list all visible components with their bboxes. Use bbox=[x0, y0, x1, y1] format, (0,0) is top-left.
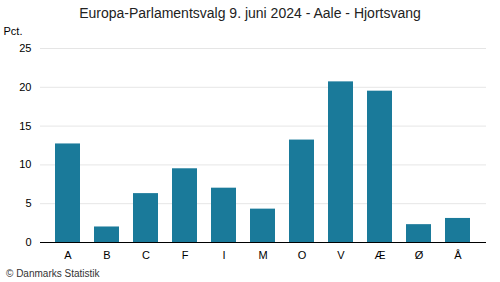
svg-text:15: 15 bbox=[19, 120, 31, 132]
svg-text:5: 5 bbox=[25, 197, 31, 209]
svg-text:F: F bbox=[182, 249, 189, 261]
svg-text:C: C bbox=[142, 249, 150, 261]
html-text:© Danmarks Statistik: © Danmarks Statistik bbox=[6, 268, 100, 279]
svg-text:M: M bbox=[258, 249, 267, 261]
svg-text:Å: Å bbox=[454, 249, 462, 261]
svg-text:Pct.: Pct. bbox=[4, 25, 23, 37]
svg-text:Ø: Ø bbox=[415, 249, 424, 261]
svg-text:B: B bbox=[103, 249, 110, 261]
svg-text:O: O bbox=[298, 249, 307, 261]
svg-text:25: 25 bbox=[19, 42, 31, 54]
svg-text:20: 20 bbox=[19, 81, 31, 93]
svg-text:V: V bbox=[337, 249, 345, 261]
svg-text:I: I bbox=[222, 249, 225, 261]
svg-text:A: A bbox=[64, 249, 72, 261]
html-text:Europa-Parlamentsvalg 9. juni: Europa-Parlamentsvalg 9. juni 2024 - Aal… bbox=[79, 5, 421, 21]
svg-text:10: 10 bbox=[19, 158, 31, 170]
svg-text:Æ: Æ bbox=[375, 249, 386, 261]
svg-text:0: 0 bbox=[25, 236, 31, 248]
